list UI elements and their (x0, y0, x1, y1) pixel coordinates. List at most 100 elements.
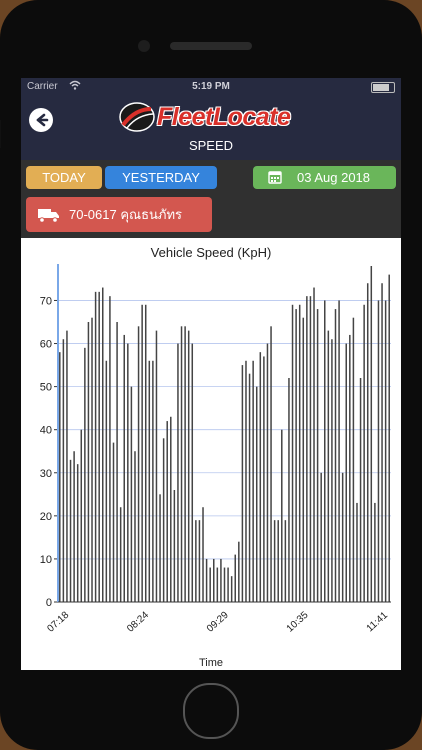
speed-bar (69, 459, 72, 602)
speed-bar (234, 554, 236, 602)
speed-chart-svg: Vehicle Speed (KpH) 0 10 20 30 40 50 60 70 07:18… (40, 245, 391, 669)
speed-bar (263, 356, 265, 602)
x-tick-label: 07:18 (45, 609, 71, 634)
speed-bar (230, 576, 233, 602)
speed-bar (209, 567, 211, 602)
speed-bar (119, 507, 122, 602)
speed-bar (180, 326, 183, 602)
today-button[interactable]: TODAY (26, 166, 102, 189)
speed-bar (144, 304, 147, 602)
speed-bar (216, 567, 219, 602)
fleetlocate-logo: FleetLocate (119, 101, 303, 133)
speed-bar (202, 507, 204, 602)
speed-bar (127, 343, 129, 602)
speed-bar (84, 347, 86, 602)
chart-axes: 0 10 20 30 40 50 60 70 07:18 08:24 09:29 10:35 11:41 (40, 264, 391, 635)
calendar-icon (268, 171, 282, 184)
speed-bar (320, 472, 322, 602)
speed-bar (359, 378, 362, 602)
speed-bar (155, 330, 158, 602)
speed-bar (184, 326, 186, 602)
speed-bar (91, 317, 93, 602)
speed-bar (94, 291, 97, 602)
vehicle-selector-button[interactable]: 70-0617 คุณธนภัทร (26, 197, 212, 232)
speed-bar (363, 304, 365, 602)
speed-bar (87, 322, 90, 602)
y-tick-label: 0 (46, 597, 52, 609)
speed-bar (238, 541, 240, 602)
speed-bar (277, 520, 279, 602)
speed-bar (223, 567, 226, 602)
back-button[interactable] (29, 108, 53, 132)
y-tick-label: 70 (40, 295, 52, 307)
speed-bar (345, 343, 347, 602)
speed-bar (255, 386, 258, 602)
speed-bar (316, 309, 319, 602)
battery-icon (371, 82, 395, 93)
speed-bar (195, 520, 197, 602)
selected-date: 03 Aug 2018 (297, 170, 371, 185)
y-tick-label: 30 (40, 468, 52, 480)
logo-road-icon (119, 102, 155, 132)
speed-bar (109, 296, 111, 602)
speed-bar (73, 451, 75, 602)
speed-bar (366, 283, 369, 602)
speed-bar (259, 352, 262, 602)
speed-bar (141, 304, 143, 602)
y-tick-label: 40 (40, 425, 52, 437)
speed-bar (349, 334, 351, 602)
speed-bar (266, 343, 269, 602)
speed-bar (270, 326, 272, 602)
speed-bar (248, 373, 251, 602)
speed-bar (374, 502, 376, 602)
mute-switch (0, 120, 1, 148)
speed-bar (331, 339, 333, 602)
speed-bar (112, 442, 115, 602)
vehicle-label: 70-0617 คุณธนภัทร (69, 207, 183, 222)
speed-bar (227, 567, 229, 602)
speed-bar (66, 330, 68, 602)
carrier-label: Carrier (27, 81, 58, 92)
speed-bar (313, 287, 315, 602)
speed-bar (284, 520, 287, 602)
speed-bar (173, 490, 176, 602)
page-title: SPEED (188, 138, 234, 153)
x-tick-label: 09:29 (205, 609, 231, 634)
speed-bar (123, 334, 125, 602)
speed-bar (134, 451, 136, 602)
home-button[interactable] (183, 683, 239, 739)
speed-bar (252, 360, 254, 602)
speed-bar (352, 317, 355, 602)
truck-icon (38, 209, 59, 223)
speed-bar (338, 300, 340, 602)
speed-bar (80, 429, 83, 602)
speed-bar (273, 520, 276, 602)
speed-chart: Vehicle Speed (KpH) 0 10 20 30 40 50 60 70 07:18… (21, 238, 401, 670)
speed-bar (59, 352, 61, 602)
speed-bar (377, 300, 380, 602)
speed-bar (291, 304, 294, 602)
speed-bar (245, 360, 247, 602)
speed-bar (98, 291, 100, 602)
speed-bar (334, 309, 337, 602)
speed-bar (105, 360, 108, 602)
date-picker-button[interactable]: 03 Aug 2018 (253, 166, 396, 189)
status-time: 5:19 PM (192, 81, 230, 92)
speed-bar (116, 322, 118, 602)
speed-bar (130, 386, 133, 602)
speed-bar (220, 558, 222, 602)
speed-bar (281, 429, 283, 602)
navigation-bar: FleetLocate SPEED (21, 96, 401, 160)
speed-bar (162, 438, 165, 602)
wifi-icon (69, 80, 81, 90)
y-tick-label: 60 (40, 339, 52, 351)
speed-bar (381, 283, 383, 602)
y-tick-label: 20 (40, 511, 52, 523)
speed-bar (102, 287, 104, 602)
front-camera (138, 40, 150, 52)
filter-toolbar: TODAY YESTERDAY 03 Aug 2018 70-06 (21, 160, 401, 238)
speed-bar (205, 558, 208, 602)
yesterday-button[interactable]: YESTERDAY (105, 166, 217, 189)
speed-bar (177, 343, 179, 602)
